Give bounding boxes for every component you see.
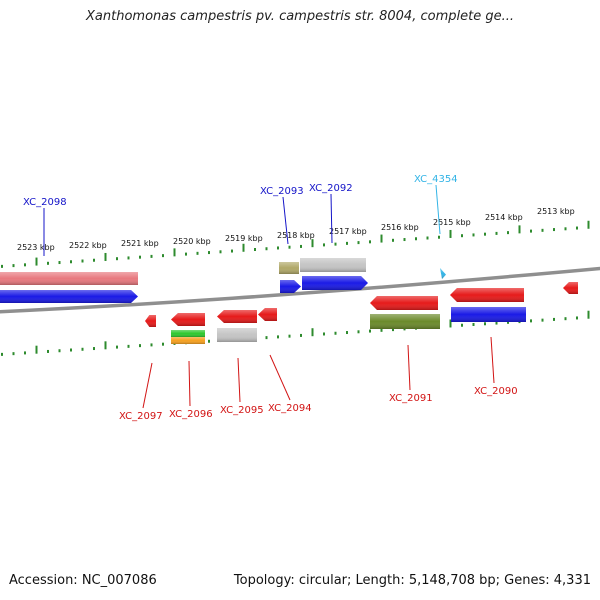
accession-text: Accession: NC_007086 bbox=[9, 573, 157, 588]
ruler-label: 2521 kbp bbox=[121, 239, 159, 248]
label-leader-line bbox=[330, 193, 333, 244]
gene-label-xc-2092[interactable]: XC_2092 bbox=[309, 183, 353, 244]
label-leader-line bbox=[435, 184, 441, 235]
gene-label-xc-2097[interactable]: XC_2097 bbox=[119, 362, 163, 422]
outer-ruler: 2523 kbp 2522 kbp 2521 kbp 2520 kbp 2519 kbp… bbox=[1, 207, 590, 268]
genome-backbone bbox=[0, 266, 600, 314]
gene-label-text[interactable]: XC_2090 bbox=[474, 386, 518, 397]
feature-blue-xc2092[interactable] bbox=[302, 276, 368, 290]
ruler-label: 2518 kbp bbox=[277, 231, 315, 240]
feature-orange-xc2096[interactable] bbox=[171, 337, 205, 344]
gene-label-text[interactable]: XC_2098 bbox=[23, 197, 67, 208]
gene-label-xc-2098[interactable]: XC_2098 bbox=[23, 197, 67, 256]
gene-label-xc-2091[interactable]: XC_2091 bbox=[389, 344, 433, 404]
ruler-label: 2522 kbp bbox=[69, 241, 107, 250]
feature-blue-xc2090[interactable] bbox=[451, 307, 526, 322]
label-leader-line bbox=[142, 362, 153, 409]
ruler-label: 2517 kbp bbox=[329, 227, 367, 236]
gene-label-text[interactable]: XC_2094 bbox=[268, 403, 312, 414]
feature-khaki[interactable] bbox=[279, 262, 299, 274]
ruler-label: 2516 kbp bbox=[381, 223, 419, 232]
ruler-label: 2514 kbp bbox=[485, 213, 523, 222]
feature-blue-xc2093[interactable] bbox=[280, 280, 301, 293]
feature-gray-xc2095[interactable] bbox=[217, 328, 257, 342]
gene-label-text[interactable]: XC_4354 bbox=[414, 174, 458, 185]
gene-label-text[interactable]: XC_2097 bbox=[119, 411, 163, 422]
label-leader-line bbox=[282, 196, 289, 245]
feature-blue-forward-long[interactable] bbox=[0, 290, 138, 303]
ruler-label: 2515 kbp bbox=[433, 218, 471, 227]
ruler-label: 2520 kbp bbox=[173, 237, 211, 246]
gene-label-xc-2094[interactable]: XC_2094 bbox=[268, 354, 312, 414]
label-leader-line bbox=[490, 336, 495, 384]
feature-red-xc2090[interactable] bbox=[450, 288, 524, 302]
gene-label-xc-2095[interactable]: XC_2095 bbox=[220, 357, 264, 416]
gene-label-xc-2090[interactable]: XC_2090 bbox=[474, 336, 518, 397]
feature-salmon-forward[interactable] bbox=[0, 272, 138, 285]
gene-label-xc-4354[interactable]: XC_4354 bbox=[414, 174, 458, 235]
label-leader-line bbox=[407, 344, 411, 391]
gene-label-text[interactable]: XC_2096 bbox=[169, 409, 213, 420]
genome-title: Xanthomonas campestris pv. campestris st… bbox=[86, 9, 514, 24]
gene-label-text[interactable]: XC_2091 bbox=[389, 393, 433, 404]
feature-red-xc2097[interactable] bbox=[145, 315, 156, 327]
feature-xc4354-marker[interactable] bbox=[440, 268, 446, 279]
feature-track[interactable] bbox=[0, 258, 578, 344]
feature-red-xc2096[interactable] bbox=[171, 313, 205, 326]
gene-label-xc-2093[interactable]: XC_2093 bbox=[260, 186, 304, 245]
feature-gray-forward[interactable] bbox=[300, 258, 366, 272]
label-leader-line bbox=[188, 360, 191, 407]
feature-red-xc2095[interactable] bbox=[217, 310, 257, 323]
gene-label-xc-2096[interactable]: XC_2096 bbox=[169, 360, 213, 420]
ruler-label: 2523 kbp bbox=[17, 243, 55, 252]
ruler-label: 2513 kbp bbox=[537, 207, 575, 216]
gene-label-text[interactable]: XC_2093 bbox=[260, 186, 304, 197]
feature-red-xc2091[interactable] bbox=[370, 296, 438, 310]
gene-labels[interactable]: XC_2098 XC_2093 XC_2092 XC_4354 XC_2097 XC_20… bbox=[23, 174, 518, 422]
ruler-label: 2519 kbp bbox=[225, 234, 263, 243]
feature-red-xc2094[interactable] bbox=[258, 308, 277, 321]
feature-green-xc2096[interactable] bbox=[171, 330, 205, 337]
feature-olive-xc2091[interactable] bbox=[370, 314, 440, 329]
label-leader-line bbox=[269, 354, 291, 401]
topology-summary: Topology: circular; Length: 5,148,708 bp… bbox=[233, 573, 591, 588]
label-leader-line bbox=[237, 357, 241, 403]
gene-label-text[interactable]: XC_2095 bbox=[220, 405, 264, 416]
gene-label-text[interactable]: XC_2092 bbox=[309, 183, 353, 194]
feature-red-right-edge[interactable] bbox=[563, 282, 578, 294]
